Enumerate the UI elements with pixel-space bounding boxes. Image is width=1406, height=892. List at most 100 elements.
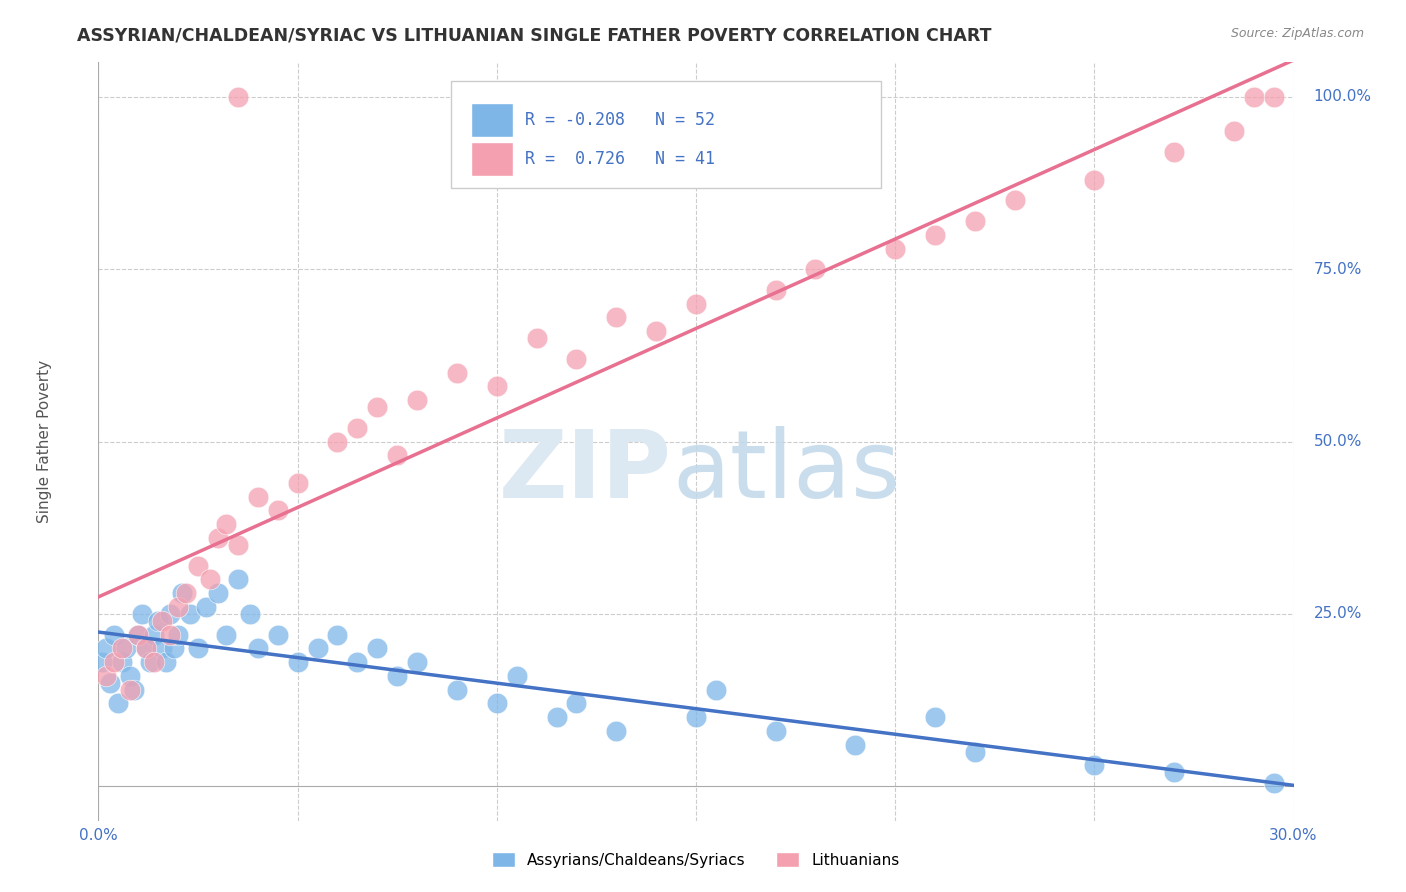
Point [226,90,249,104]
Text: 30.0%: 30.0% [1270,828,1317,843]
Point [1223,124,1246,138]
Point [124,682,146,697]
Point [135,641,157,656]
Point [704,682,727,697]
FancyBboxPatch shape [451,81,882,187]
Point [565,697,588,711]
Point [924,710,946,724]
Point [685,296,707,310]
Text: 50.0%: 50.0% [1313,434,1362,449]
Point [96,641,118,656]
Point [215,517,238,532]
Point [127,627,149,641]
Point [174,586,197,600]
Bar [471,103,513,136]
Point [155,655,177,669]
Text: R = -0.208   N = 52: R = -0.208 N = 52 [524,111,716,128]
Point [924,227,946,242]
Point [963,745,986,759]
Point [765,724,787,739]
Point [215,627,238,641]
Point [115,641,138,656]
Point [96,669,118,683]
Point [485,697,508,711]
Point [143,655,166,669]
Point [127,627,149,641]
Point [226,573,249,587]
Point [111,641,134,656]
Point [163,641,186,656]
Point [446,682,468,697]
Point [526,331,548,345]
Point [287,475,309,490]
Point [207,586,229,600]
Point [605,310,627,325]
Point [326,627,349,641]
Text: atlas: atlas [672,425,900,518]
Text: 25.0%: 25.0% [1313,607,1362,622]
Point [1263,776,1285,790]
Point [148,614,170,628]
Point [239,607,262,621]
Point [346,421,368,435]
Point [1263,90,1285,104]
Point [167,627,190,641]
Point [1083,758,1105,772]
Point [1004,194,1026,208]
Point [131,607,153,621]
Point [765,283,787,297]
Point [150,641,173,656]
Point [107,697,129,711]
Point [844,738,866,752]
Point [326,434,349,449]
Point [366,400,388,414]
Point [195,599,218,614]
Point [226,538,249,552]
Point [120,669,142,683]
Text: Single Father Poverty: Single Father Poverty [37,360,52,523]
Point [207,531,229,545]
Point [605,724,627,739]
Text: ASSYRIAN/CHALDEAN/SYRIAC VS LITHUANIAN SINGLE FATHER POVERTY CORRELATION CHART: ASSYRIAN/CHALDEAN/SYRIAC VS LITHUANIAN S… [77,27,991,45]
Point [135,641,157,656]
Point [884,242,907,256]
Point [546,710,568,724]
Point [963,214,986,228]
Point [103,655,125,669]
Text: 0.0%: 0.0% [79,828,118,843]
Bar [471,142,513,177]
Point [267,503,290,517]
Point [246,641,269,656]
Point [120,682,142,697]
Point [685,710,707,724]
Point [246,490,269,504]
Point [385,669,409,683]
Point [111,655,134,669]
Text: ZIP: ZIP [499,425,672,518]
Point [159,607,181,621]
Text: 100.0%: 100.0% [1313,89,1371,104]
Point [307,641,329,656]
Point [406,393,429,408]
Point [103,627,125,641]
Point [1083,172,1105,186]
Point [143,627,166,641]
Text: R =  0.726   N = 41: R = 0.726 N = 41 [524,150,716,168]
Point [198,573,221,587]
Legend: Assyrians/Chaldeans/Syriacs, Lithuanians: Assyrians/Chaldeans/Syriacs, Lithuanians [486,846,905,873]
Point [506,669,529,683]
Point [287,655,309,669]
Point [565,351,588,366]
Point [150,614,173,628]
Point [804,262,827,277]
Point [1163,765,1185,780]
Point [159,627,181,641]
Point [485,379,508,393]
Point [187,558,209,573]
Point [385,448,409,462]
Point [187,641,209,656]
Point [139,655,162,669]
Point [98,675,122,690]
Point [1163,145,1185,159]
Point [167,599,190,614]
